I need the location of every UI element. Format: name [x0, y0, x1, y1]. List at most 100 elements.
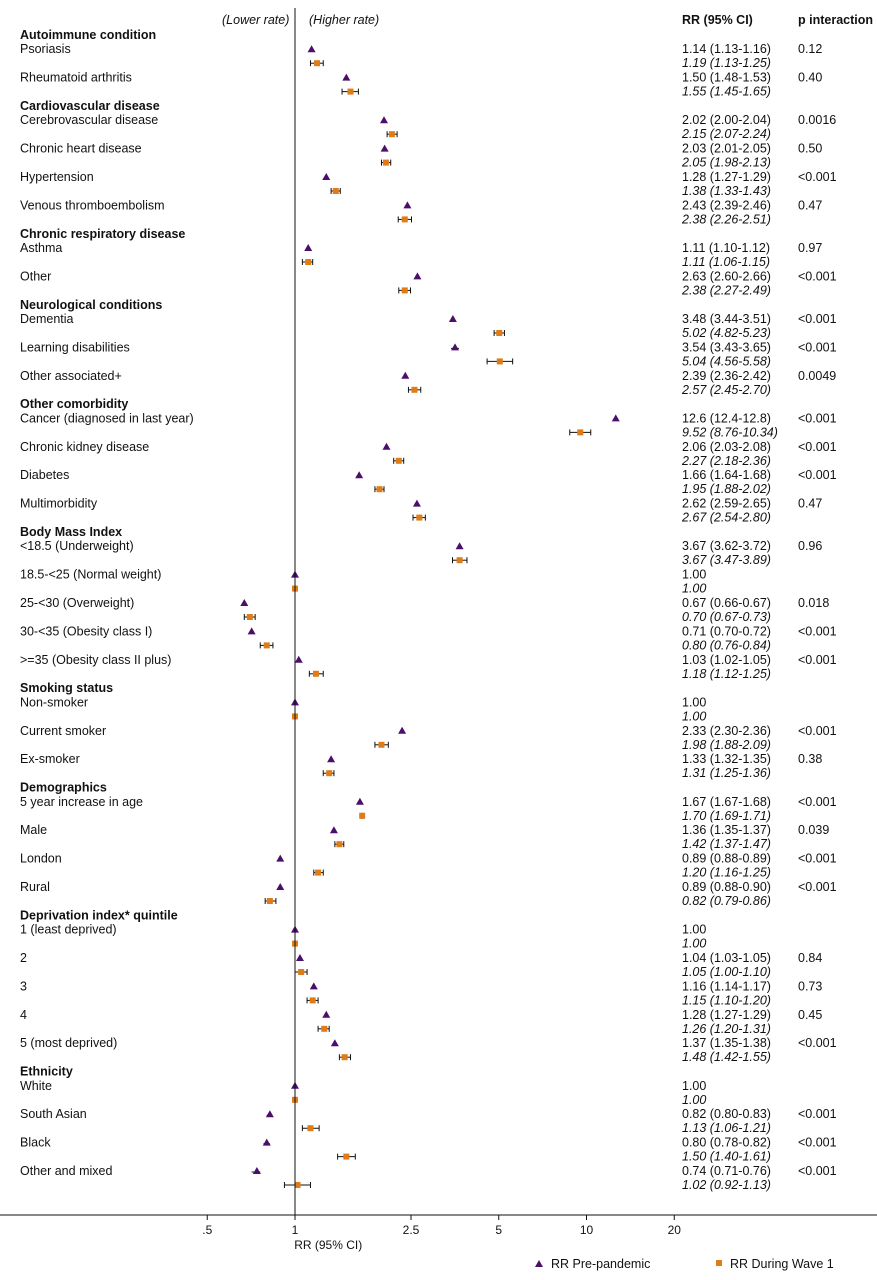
marker-pre — [240, 599, 249, 606]
rr-wave-text: 0.82 (0.79-0.86) — [682, 894, 771, 908]
marker-wave — [416, 514, 423, 521]
rr-wave-text: 1.00 — [682, 582, 706, 596]
row-label: Chronic kidney disease — [20, 440, 149, 454]
row-label: Non-smoker — [20, 695, 88, 709]
marker-pre — [380, 116, 389, 124]
rr-wave-text: 1.38 (1.33-1.43) — [682, 184, 771, 198]
p-interaction: <0.001 — [798, 312, 837, 326]
rr-wave-text: 5.02 (4.82-5.23) — [682, 326, 771, 340]
x-axis-label: RR (95% CI) — [294, 1238, 362, 1252]
rr-wave-text: 1.00 — [682, 709, 706, 723]
p-interaction: <0.001 — [798, 170, 837, 184]
rr-wave-text: 2.05 (1.98-2.13) — [681, 156, 771, 170]
rr-wave-text: 1.13 (1.06-1.21) — [682, 1121, 771, 1135]
row-label: Diabetes — [20, 468, 69, 482]
rr-wave-text: 1.20 (1.16-1.25) — [682, 866, 771, 880]
rr-pre-text: 1.16 (1.14-1.17) — [682, 979, 771, 993]
rr-wave-text: 1.50 (1.40-1.61) — [682, 1150, 771, 1164]
row-label: Male — [20, 823, 47, 837]
rr-pre-text: 1.00 — [682, 923, 706, 937]
marker-pre — [330, 1039, 339, 1047]
row-label: 3 — [20, 979, 27, 993]
row-label: Other — [20, 269, 51, 283]
marker-pre — [265, 1110, 274, 1118]
rr-pre-text: 0.74 (0.71-0.76) — [682, 1164, 771, 1178]
marker-wave — [309, 997, 316, 1004]
marker-wave — [336, 841, 343, 848]
p-interaction: <0.001 — [798, 440, 837, 454]
rr-pre-text: 2.43 (2.39-2.46) — [682, 198, 771, 212]
row-label: 5 (most deprived) — [20, 1036, 117, 1050]
marker-wave — [263, 642, 270, 649]
marker-wave — [411, 386, 418, 393]
row-label: 30-<35 (Obesity class I) — [20, 624, 152, 638]
row-label: >=35 (Obesity class II plus) — [20, 653, 171, 667]
marker-wave — [401, 287, 408, 294]
rr-wave-text: 2.27 (2.18-2.36) — [681, 454, 771, 468]
rr-pre-text: 1.03 (1.02-1.05) — [682, 653, 771, 667]
p-interaction: 0.38 — [798, 752, 822, 766]
rr-pre-text: 3.48 (3.44-3.51) — [682, 312, 771, 326]
column-header-rr: RR (95% CI) — [682, 13, 753, 27]
rr-pre-text: 1.50 (1.48-1.53) — [682, 71, 771, 85]
marker-wave — [326, 770, 333, 777]
rr-wave-text: 1.02 (0.92-1.13) — [682, 1178, 771, 1192]
rr-wave-text: 1.95 (1.88-2.02) — [682, 482, 771, 496]
rr-wave-text: 0.70 (0.67-0.73) — [682, 610, 771, 624]
rr-pre-text: 1.37 (1.35-1.38) — [682, 1036, 771, 1050]
rr-pre-text: 0.89 (0.88-0.89) — [682, 852, 771, 866]
legend-label-wave: RR During Wave 1 — [730, 1257, 834, 1271]
rr-pre-text: 0.80 (0.78-0.82) — [682, 1136, 771, 1150]
x-tick-label: 10 — [580, 1223, 594, 1237]
rr-pre-text: 1.28 (1.27-1.29) — [682, 170, 771, 184]
x-tick-label: 1 — [292, 1223, 299, 1237]
p-interaction: <0.001 — [798, 852, 837, 866]
marker-wave — [246, 614, 253, 620]
rr-pre-text: 1.00 — [682, 695, 706, 709]
row-label: Ex-smoker — [20, 752, 80, 766]
marker-wave — [347, 88, 354, 95]
marker-pre — [451, 343, 460, 351]
row-label: 4 — [20, 1008, 27, 1022]
rr-pre-text: 1.00 — [682, 1079, 706, 1093]
legend-label-pre: RR Pre-pandemic — [551, 1257, 650, 1271]
row-label: Other associated+ — [20, 369, 122, 383]
marker-pre — [276, 883, 285, 890]
marker-wave — [314, 60, 321, 67]
row-label: Chronic heart disease — [20, 142, 142, 156]
p-interaction: <0.001 — [798, 468, 837, 482]
rr-wave-text: 1.26 (1.20-1.31) — [682, 1022, 771, 1036]
group-header: Chronic respiratory disease — [20, 227, 185, 241]
legend-marker-pre — [535, 1260, 543, 1267]
rr-wave-text: 9.52 (8.76-10.34) — [682, 425, 778, 439]
row-label: White — [20, 1079, 52, 1093]
row-label: Asthma — [20, 241, 62, 255]
rr-wave-text: 1.48 (1.42-1.55) — [682, 1050, 771, 1064]
marker-wave — [577, 429, 584, 436]
marker-wave — [496, 358, 503, 365]
row-label: Dementia — [20, 312, 74, 326]
p-interaction: <0.001 — [798, 653, 837, 667]
marker-pre — [342, 73, 351, 81]
rr-pre-text: 1.04 (1.03-1.05) — [682, 951, 771, 965]
rr-wave-text: 0.80 (0.76-0.84) — [682, 638, 771, 652]
rr-pre-text: 2.06 (2.03-2.08) — [682, 440, 771, 454]
rr-pre-text: 1.00 — [682, 568, 706, 582]
x-tick-label: .5 — [202, 1223, 212, 1237]
marker-pre — [294, 655, 303, 663]
p-interaction: <0.001 — [798, 795, 837, 809]
marker-pre — [309, 982, 318, 990]
rr-wave-text: 1.05 (1.00-1.10) — [682, 965, 771, 979]
rr-pre-text: 0.89 (0.88-0.90) — [682, 880, 771, 894]
marker-pre — [276, 854, 285, 862]
rr-pre-text: 0.82 (0.80-0.83) — [682, 1107, 771, 1121]
group-header: Cardiovascular disease — [20, 99, 160, 113]
row-label: Venous thromboembolism — [20, 198, 165, 212]
group-header: Deprivation index* quintile — [20, 908, 178, 922]
marker-pre — [403, 201, 412, 209]
marker-pre — [413, 272, 422, 280]
p-interaction: 0.73 — [798, 979, 822, 993]
row-label: Other and mixed — [20, 1164, 112, 1178]
row-label: London — [20, 852, 62, 866]
row-label: 25-<30 (Overweight) — [20, 596, 134, 610]
